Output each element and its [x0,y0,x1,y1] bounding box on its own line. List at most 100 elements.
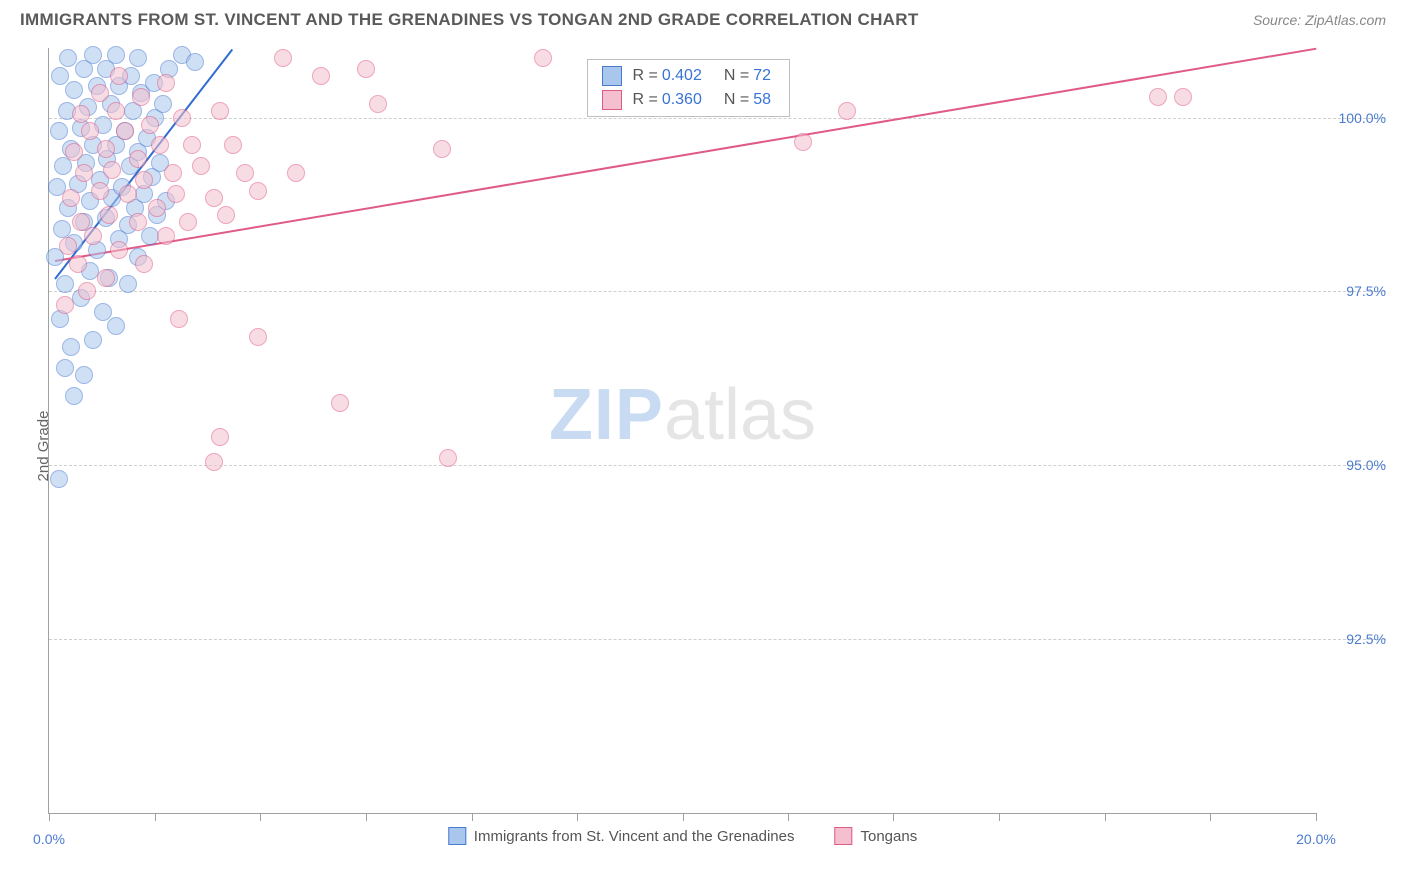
chart-title: IMMIGRANTS FROM ST. VINCENT AND THE GREN… [20,10,919,30]
data-point [129,49,147,67]
n-value: 72 [753,67,771,85]
gridline [49,639,1386,640]
r-value: 0.402 [662,67,702,85]
data-point [192,157,210,175]
x-tick [260,813,261,821]
data-point [236,164,254,182]
data-point [369,95,387,113]
x-tick [1316,813,1317,821]
x-tick [1210,813,1211,821]
data-point [157,227,175,245]
data-point [100,206,118,224]
data-point [56,359,74,377]
data-point [50,122,68,140]
plot-region: ZIPatlas Immigrants from St. Vincent and… [48,48,1316,814]
n-label: N = [724,91,749,109]
data-point [129,150,147,168]
data-point [151,136,169,154]
data-point [119,275,137,293]
bottom-legend: Immigrants from St. Vincent and the Gren… [448,827,917,845]
data-point [211,102,229,120]
data-point [50,470,68,488]
data-point [157,74,175,92]
data-point [287,164,305,182]
legend-label: Tongans [861,828,918,845]
data-point [224,136,242,154]
data-point [65,81,83,99]
x-tick [49,813,50,821]
data-point [97,269,115,287]
r-label: R = [632,91,657,109]
series-swatch [602,66,622,86]
data-point [110,241,128,259]
n-label: N = [724,67,749,85]
data-point [439,449,457,467]
x-tick [999,813,1000,821]
chart-source: Source: ZipAtlas.com [1253,12,1386,28]
data-point [1149,88,1167,106]
data-point [331,394,349,412]
y-tick-label: 97.5% [1326,283,1386,299]
data-point [249,328,267,346]
data-point [274,49,292,67]
gridline [49,291,1386,292]
x-tick [155,813,156,821]
data-point [72,105,90,123]
data-point [107,102,125,120]
gridline [49,465,1386,466]
data-point [56,275,74,293]
data-point [65,143,83,161]
data-point [217,206,235,224]
data-point [84,331,102,349]
data-point [91,182,109,200]
data-point [84,46,102,64]
n-value: 58 [753,91,771,109]
chart-header: IMMIGRANTS FROM ST. VINCENT AND THE GREN… [0,0,1406,36]
data-point [59,49,77,67]
r-label: R = [632,67,657,85]
watermark: ZIPatlas [549,374,816,456]
legend-swatch [835,827,853,845]
series-swatch [602,90,622,110]
data-point [132,88,150,106]
data-point [91,84,109,102]
data-point [211,428,229,446]
x-tick-label: 20.0% [1296,831,1336,847]
data-point [154,95,172,113]
data-point [205,453,223,471]
data-point [433,140,451,158]
x-tick [472,813,473,821]
data-point [534,49,552,67]
data-point [167,185,185,203]
data-point [186,53,204,71]
data-point [59,237,77,255]
data-point [65,387,83,405]
data-point [173,109,191,127]
legend-swatch [448,827,466,845]
data-point [183,136,201,154]
y-tick-label: 100.0% [1326,110,1386,126]
data-point [164,164,182,182]
data-point [107,317,125,335]
legend-item: Tongans [835,827,918,845]
legend-item: Immigrants from St. Vincent and the Gren… [448,827,795,845]
data-point [62,189,80,207]
data-point [110,67,128,85]
data-point [357,60,375,78]
chart-area: 2nd Grade ZIPatlas Immigrants from St. V… [0,36,1406,856]
data-point [81,122,99,140]
y-tick-label: 92.5% [1326,631,1386,647]
x-tick-label: 0.0% [33,831,65,847]
x-tick [577,813,578,821]
x-tick [893,813,894,821]
data-point [75,366,93,384]
watermark-part1: ZIP [549,375,664,455]
x-tick [683,813,684,821]
data-point [62,338,80,356]
data-point [119,185,137,203]
legend-label: Immigrants from St. Vincent and the Gren… [474,828,795,845]
data-point [129,213,147,231]
data-point [179,213,197,231]
data-point [135,255,153,273]
data-point [103,161,121,179]
